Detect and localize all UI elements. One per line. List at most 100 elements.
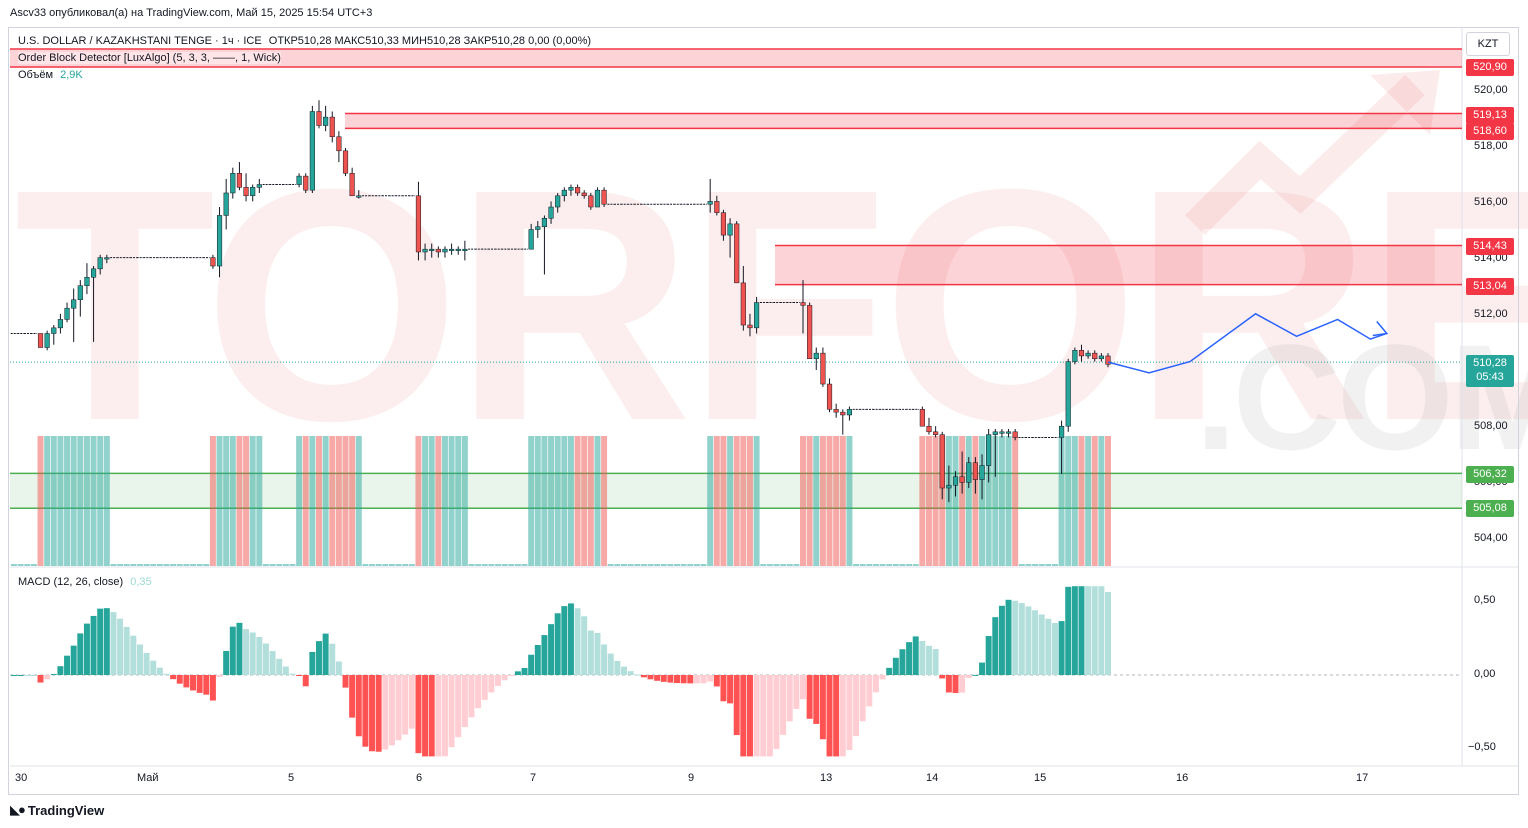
candle-body xyxy=(230,173,236,194)
candle-body xyxy=(813,352,819,360)
volume-bar xyxy=(256,436,263,566)
volume-bar xyxy=(634,564,641,566)
macd-histogram-bar xyxy=(488,675,495,693)
macd-histogram-bar xyxy=(866,675,873,707)
date-tick: 7 xyxy=(530,772,537,784)
volume-bar xyxy=(209,436,216,566)
macd-histogram-bar xyxy=(607,653,614,675)
volume-bar xyxy=(693,564,700,566)
date-tick: 17 xyxy=(1356,772,1369,784)
currency-button[interactable]: KZT xyxy=(1466,32,1510,56)
candle-body xyxy=(236,173,243,188)
volume-bar xyxy=(375,564,382,566)
macd-histogram-bar xyxy=(587,630,594,675)
macd-histogram-bar xyxy=(899,649,906,675)
candle-body xyxy=(349,173,355,197)
volume-bar xyxy=(952,436,959,566)
candle-body xyxy=(972,462,978,480)
macd-histogram-bar xyxy=(196,675,203,693)
macd-histogram-bar xyxy=(833,675,840,757)
volume-bar xyxy=(130,564,137,566)
candle-body xyxy=(986,434,992,466)
chart-frame[interactable] xyxy=(8,27,1519,795)
candle-body xyxy=(210,257,216,267)
volume-bar xyxy=(11,564,17,566)
tradingview-logo-icon: ◣● xyxy=(10,802,26,817)
macd-histogram-bar xyxy=(362,675,369,747)
macd-histogram-bar xyxy=(296,675,303,676)
macd-histogram-bar xyxy=(422,675,429,757)
candle-body xyxy=(1005,431,1012,434)
candle-body xyxy=(462,248,468,251)
macd-histogram-bar xyxy=(342,675,349,688)
volume-bar xyxy=(561,436,568,566)
macd-histogram-bar xyxy=(64,655,71,675)
macd-histogram-bar xyxy=(621,666,627,675)
footer-brand[interactable]: ◣● TradingView xyxy=(10,802,104,818)
candle-body xyxy=(966,462,972,483)
volume-bar xyxy=(567,436,574,566)
volume-bar xyxy=(355,436,362,566)
volume-bar xyxy=(753,436,760,566)
macd-histogram-bar xyxy=(309,651,316,675)
order-block-zone xyxy=(10,49,1462,67)
volume-bar xyxy=(216,436,223,566)
volume-bar xyxy=(826,436,833,566)
volume-bar xyxy=(813,436,820,566)
volume-bar xyxy=(1038,564,1045,566)
macd-histogram-bar xyxy=(136,644,143,675)
volume-bar xyxy=(402,564,409,566)
indicator-legend[interactable]: Order Block Detector [LuxAlgo] (5, 3, 3,… xyxy=(18,52,281,64)
macd-histogram-bar xyxy=(229,626,236,675)
macd-histogram-bar xyxy=(700,675,707,684)
volume-bar xyxy=(136,564,143,566)
macd-histogram-bar xyxy=(176,675,183,684)
volume-bar xyxy=(435,436,442,566)
volume-bar xyxy=(819,436,826,566)
macd-legend[interactable]: MACD (12, 26, close) 0,35 xyxy=(18,576,152,588)
volume-bar xyxy=(448,436,455,566)
volume-bar xyxy=(1085,436,1092,566)
macd-histogram-bar xyxy=(262,643,269,675)
volume-bar xyxy=(541,436,548,566)
volume-bar xyxy=(1005,436,1012,566)
macd-histogram-bar xyxy=(800,675,806,700)
candle-body xyxy=(71,299,77,309)
candle-body xyxy=(309,111,315,191)
volume-bar xyxy=(607,564,614,566)
macd-histogram-bar xyxy=(508,675,515,676)
volume-legend[interactable]: Объём 2,9K xyxy=(18,69,83,81)
volume-bar xyxy=(1018,564,1025,566)
price-tick: 520,00 xyxy=(1474,84,1508,96)
volume-bar xyxy=(614,564,621,566)
macd-histogram-bar xyxy=(872,675,879,693)
volume-bar xyxy=(627,564,634,566)
macd-histogram-bar xyxy=(945,675,952,693)
volume-bar xyxy=(548,436,555,566)
volume-bar xyxy=(1032,564,1039,566)
macd-histogram-bar xyxy=(780,675,787,735)
candle-body xyxy=(575,187,581,194)
candle-body xyxy=(939,434,945,489)
macd-histogram-bar xyxy=(760,675,767,757)
macd-histogram-bar xyxy=(37,675,44,683)
candle-body xyxy=(833,409,839,413)
symbol-legend[interactable]: U.S. DOLLAR / KAZAKHSTANI TENGE · 1ч · I… xyxy=(18,35,591,47)
macd-histogram-bar xyxy=(554,613,561,675)
macd-histogram-bar xyxy=(428,675,435,757)
candle-body xyxy=(223,192,229,216)
candle-body xyxy=(44,333,50,348)
macd-histogram-bar xyxy=(892,657,899,675)
candle-body xyxy=(336,136,342,152)
candle-body xyxy=(415,195,422,253)
volume-bar xyxy=(793,564,800,566)
macd-histogram-bar xyxy=(475,675,482,709)
candle-body xyxy=(946,484,952,489)
volume-bar xyxy=(196,564,203,566)
candle-body xyxy=(51,327,57,334)
symbol-line[interactable]: U.S. DOLLAR / KAZAKHSTANI TENGE · 1ч · I… xyxy=(18,35,262,47)
macd-histogram-bar xyxy=(647,675,654,680)
volume-bar xyxy=(428,436,435,566)
candle-body xyxy=(1072,350,1078,362)
